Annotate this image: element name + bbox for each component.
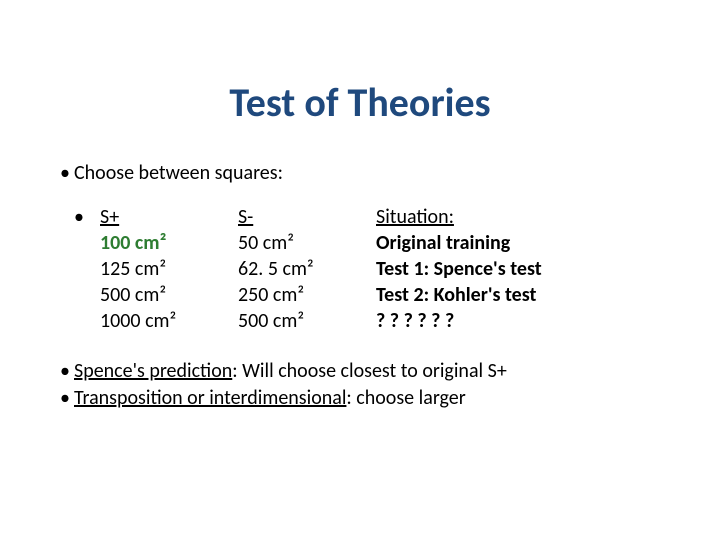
bullet-icon: • <box>60 358 74 385</box>
table-bullet: • <box>74 204 100 334</box>
prediction-2-text: : choose larger <box>346 386 465 410</box>
prediction-1: •Spence's prediction: Will choose closes… <box>60 358 670 385</box>
header-sminus: S- <box>238 204 376 230</box>
header-splus: S+ <box>100 204 238 230</box>
cell-sit-0: Original training <box>376 230 542 256</box>
bullet-icon: • <box>60 160 74 186</box>
cell-splus-1: 125 cm² <box>100 256 238 282</box>
column-sminus: S- 50 cm² 62. 5 cm² 250 cm² 500 cm² <box>238 204 376 334</box>
column-splus: S+ 100 cm² 125 cm² 500 cm² 1000 cm² <box>100 204 238 334</box>
cell-sminus-2: 250 cm² <box>238 282 376 308</box>
slide-title: Test of Theories <box>0 78 720 127</box>
slide-body: •Choose between squares: • S+ 100 cm² 12… <box>60 160 670 412</box>
intro-text: Choose between squares: <box>74 161 283 185</box>
slide: Test of Theories •Choose between squares… <box>0 0 720 540</box>
cell-sminus-1: 62. 5 cm² <box>238 256 376 282</box>
cell-sminus-3: 500 cm² <box>238 308 376 334</box>
cell-sit-3: ? ? ? ? ? ? <box>376 308 542 334</box>
cell-splus-0: 100 cm² <box>100 230 238 256</box>
prediction-1-label: Spence's prediction <box>74 359 232 383</box>
prediction-2: •Transposition or interdimensional: choo… <box>60 385 670 412</box>
cell-sit-2: Test 2: Kohler's test <box>376 282 542 308</box>
cell-splus-2: 500 cm² <box>100 282 238 308</box>
cell-splus-3: 1000 cm² <box>100 308 238 334</box>
cell-sit-1: Test 1: Spence's test <box>376 256 542 282</box>
predictions-block: •Spence's prediction: Will choose closes… <box>60 358 670 412</box>
header-situation: Situation: <box>376 204 542 230</box>
prediction-1-text: : Will choose closest to original S+ <box>232 359 507 383</box>
cell-sminus-0: 50 cm² <box>238 230 376 256</box>
prediction-2-label: Transposition or interdimensional <box>74 386 346 410</box>
column-situation: Situation: Original training Test 1: Spe… <box>376 204 542 334</box>
intro-bullet: •Choose between squares: <box>60 160 670 186</box>
comparison-table: • S+ 100 cm² 125 cm² 500 cm² 1000 cm² S-… <box>74 204 670 334</box>
bullet-icon: • <box>60 385 74 412</box>
